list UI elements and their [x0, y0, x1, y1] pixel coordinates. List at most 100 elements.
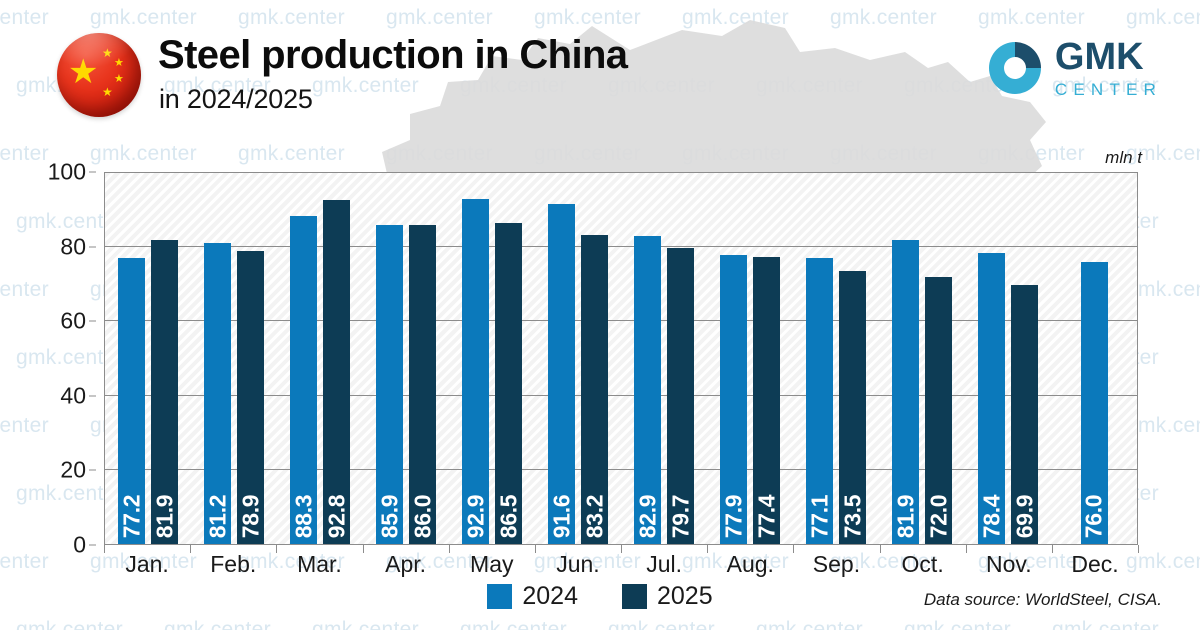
legend-item-2024[interactable]: 2024: [487, 582, 578, 611]
x-axis-tick: [104, 545, 105, 553]
bar-value-label: 78.9: [237, 494, 263, 539]
x-axis-tick: [362, 545, 364, 553]
flag-star-2: ★: [114, 58, 124, 69]
page-title: Steel production in China: [158, 33, 628, 77]
plot-area: 77.2 81.9 81.2 78.9 88.3 92.8 85.9 86.0 92.9 86.5…: [104, 172, 1138, 545]
bar-value-label: 72.0: [925, 494, 951, 539]
bar-group: 91.6 83.2: [535, 173, 621, 544]
bar-2024-feb[interactable]: 81.2: [204, 242, 231, 544]
x-axis-tick: [1138, 545, 1139, 553]
bar-value-label: 85.9: [376, 494, 402, 539]
x-axis-tick: [879, 545, 881, 553]
x-axis-tick: [621, 545, 622, 553]
x-axis-tick: [534, 545, 536, 553]
bar-group: 88.3 92.8: [277, 173, 363, 544]
y-axis-tick-label: 60: [60, 307, 86, 334]
bar-2025-jul[interactable]: 79.7: [667, 248, 694, 544]
bar-group: 81.2 78.9: [191, 173, 277, 544]
x-axis-tick-label: Sep.: [812, 551, 861, 577]
bar-2024-jul[interactable]: 82.9: [634, 236, 661, 544]
bar-value-label: 81.2: [204, 494, 230, 539]
bar-value-label: 77.2: [118, 494, 144, 539]
bar-2025-oct[interactable]: 72.0: [925, 276, 952, 544]
bar-group: 81.9 72.0: [879, 173, 965, 544]
x-axis-tick: [793, 545, 795, 553]
y-axis-tick: [89, 544, 96, 546]
legend-label: 2024: [522, 582, 578, 610]
x-axis-tick-label: Mar.: [297, 551, 342, 577]
bar-2024-nov[interactable]: 78.4: [978, 253, 1005, 544]
bar-group: 77.9 77.4: [707, 173, 793, 544]
x-axis-tick: [190, 545, 192, 553]
x-axis-labels: Jan. Feb. Mar. Apr. May Jun. Jul. Aug. Sep. Oct. N…: [104, 551, 1138, 578]
bar-2025-feb[interactable]: 78.9: [237, 251, 264, 544]
bar-series-container: 77.2 81.9 81.2 78.9 88.3 92.8 85.9 86.0 92.9 86.5…: [105, 173, 1137, 544]
legend-swatch: [487, 584, 513, 609]
y-axis-tick: [89, 171, 96, 173]
y-axis-tick: [89, 395, 96, 397]
x-axis-tick: [965, 545, 967, 553]
y-axis-tick-label: 0: [73, 531, 86, 558]
x-axis-tick-label: May: [470, 551, 514, 577]
x-axis-tick-label: Jan.: [125, 551, 169, 577]
bar-2024-jun[interactable]: 91.6: [548, 204, 575, 544]
logo-tagline: CENTER: [1054, 80, 1162, 99]
bar-2024-oct[interactable]: 81.9: [892, 240, 919, 544]
flag-star-1: ★: [102, 47, 113, 59]
bar-2025-aug[interactable]: 77.4: [753, 256, 780, 544]
x-axis-tick-label: Jul.: [646, 551, 683, 577]
header: ★ ★ ★ ★ ★ Steel production in China in 2…: [0, 0, 1200, 150]
x-axis-ticks: [104, 545, 1139, 553]
bar-value-label: 92.8: [323, 494, 349, 539]
bar-value-label: 82.9: [634, 494, 660, 539]
bar-value-label: 92.9: [462, 494, 488, 539]
bar-value-label: 88.3: [290, 494, 316, 539]
bar-group: 85.9 86.0: [363, 173, 449, 544]
x-axis-tick-label: Feb.: [210, 551, 257, 577]
bar-2024-apr[interactable]: 85.9: [376, 225, 403, 544]
bar-value-label: 77.9: [720, 494, 746, 539]
china-flag-icon: ★ ★ ★ ★ ★: [57, 33, 141, 117]
unit-label: mln t: [1105, 148, 1142, 167]
x-axis-tick-label: Jun.: [556, 551, 600, 577]
x-axis-tick-label: Aug.: [726, 551, 774, 577]
bar-2025-jun[interactable]: 83.2: [581, 235, 608, 544]
bar-group: 78.4 69.9: [965, 173, 1051, 544]
bar-2024-sep[interactable]: 77.1: [806, 257, 833, 544]
y-axis-tick-label: 20: [60, 456, 86, 483]
bar-value-label: 86.0: [409, 494, 435, 539]
bar-value-label: 83.2: [581, 494, 607, 539]
bar-2025-may[interactable]: 86.5: [495, 223, 522, 544]
gmk-donut-icon: [988, 42, 1041, 94]
x-axis-tick-label: Apr.: [385, 551, 427, 577]
bar-2025-sep[interactable]: 73.5: [839, 271, 866, 544]
bar-group: 92.9 86.5: [449, 173, 535, 544]
bar-2024-mar[interactable]: 88.3: [290, 216, 317, 544]
bar-group: 76.0: [1051, 173, 1137, 544]
x-axis-tick-label: Nov.: [986, 551, 1032, 577]
bar-2024-dec[interactable]: 76.0: [1080, 262, 1108, 544]
bar-2025-nov[interactable]: 69.9: [1011, 284, 1038, 544]
logo-wordmark: GMK CENTER: [1055, 38, 1162, 98]
bar-2025-jan[interactable]: 81.9: [151, 240, 178, 544]
bar-value-label: 78.4: [978, 494, 1004, 539]
bar-2025-mar[interactable]: 92.8: [323, 199, 350, 544]
y-axis: 0 20 40 60 80 100: [40, 159, 96, 558]
y-axis-tick-label: 40: [60, 382, 86, 409]
bar-value-label: 79.7: [667, 494, 693, 539]
gmk-logo[interactable]: GMK CENTER: [988, 38, 1162, 98]
legend-item-2025[interactable]: 2025: [622, 582, 713, 611]
bar-2024-may[interactable]: 92.9: [462, 199, 489, 544]
y-axis-tick-label: 80: [60, 233, 86, 260]
bar-2025-apr[interactable]: 86.0: [409, 224, 436, 544]
bar-group: 82.9 79.7: [621, 173, 707, 544]
bar-2024-aug[interactable]: 77.9: [720, 255, 747, 544]
x-axis-tick: [448, 545, 450, 553]
x-axis-tick: [707, 545, 709, 553]
x-axis-tick-label: Oct.: [901, 551, 944, 577]
bar-2024-jan[interactable]: 77.2: [118, 257, 145, 544]
bar-value-label: 69.9: [1011, 494, 1037, 539]
y-axis-tick-label: 100: [47, 158, 86, 185]
y-axis-tick: [89, 246, 96, 248]
